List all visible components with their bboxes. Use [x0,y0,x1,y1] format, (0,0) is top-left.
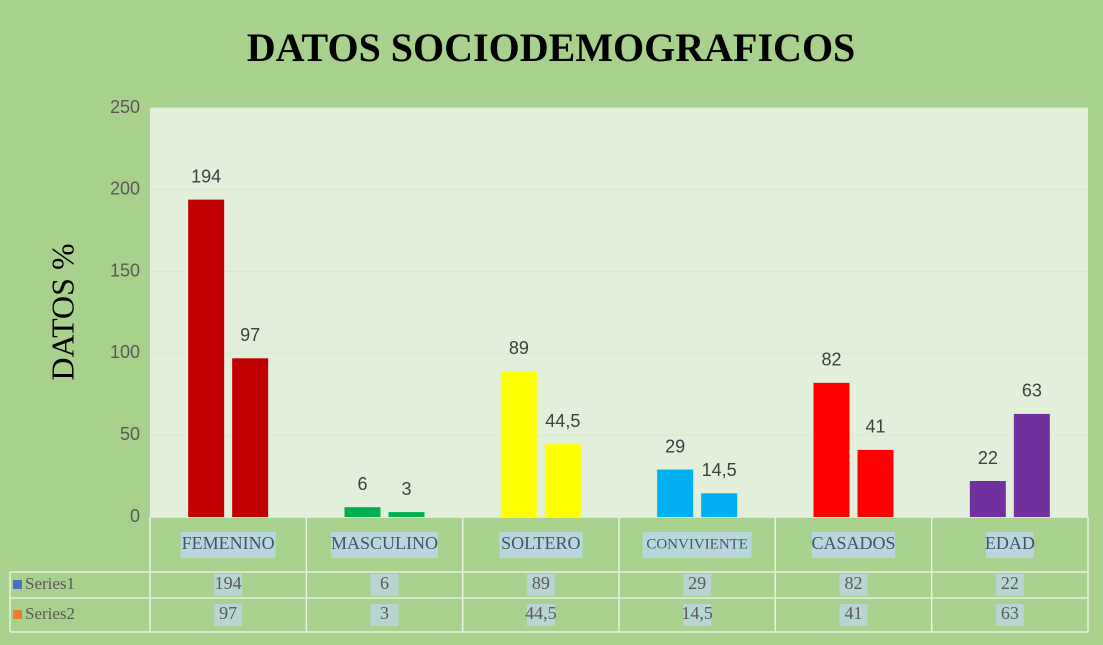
bar [344,507,381,517]
category-highlight [811,532,896,558]
cell-highlight [370,574,399,596]
data-label: 194 [191,166,221,186]
cell-highlight [995,604,1024,626]
bar [969,481,1006,517]
cell-highlight [839,574,868,596]
category-highlight [499,532,583,558]
data-label: 14,5 [702,460,737,480]
legend-swatch [13,610,22,619]
x-tick-label: FEMENINO [182,533,275,553]
cell-highlight [526,604,555,626]
y-tick-label: 150 [110,260,140,280]
chart-title: DATOS SOCIODEMOGRAFICOS [247,25,856,70]
y-axis-title: DATOS % [44,243,80,380]
data-label: 44,5 [545,411,580,431]
x-tick-label: MASCULINO [331,533,438,553]
table-value: 44,5 [525,603,557,623]
x-tick-label: CASADOS [811,533,895,553]
cell-highlight [683,574,712,596]
y-tick-label: 50 [120,424,140,444]
bar [1013,413,1050,517]
bar [388,512,425,517]
table-value: 82 [845,573,863,593]
legend-swatch [13,580,22,589]
data-label: 22 [978,448,998,468]
table-value: 3 [380,603,389,623]
bar [188,199,225,517]
bar [813,382,850,517]
cell-highlight [839,604,868,626]
x-tick-label: EDAD [985,533,1035,553]
cell-highlight [214,574,243,596]
cell-highlight [370,604,399,626]
table-value: 89 [532,573,550,593]
data-label: 97 [240,325,260,345]
bar [232,358,269,517]
table-value: 194 [215,573,242,593]
table-value: 14,5 [681,603,713,623]
plot-area [150,108,1088,517]
data-label: 6 [357,474,367,494]
cell-highlight [214,604,243,626]
table-value: 63 [1001,603,1019,623]
bar [701,493,738,517]
bar [544,444,581,517]
table-value: 22 [1001,573,1019,593]
table-value: 97 [219,603,237,623]
data-label: 82 [821,350,841,370]
legend-label: Series2 [25,604,75,623]
x-tick-label: SOLTERO [501,533,580,553]
x-tick-label: CONVIVIENTE [646,536,748,552]
table-value: 6 [380,573,389,593]
table-value: 41 [845,603,863,623]
cell-highlight [526,574,555,596]
y-tick-label: 100 [110,342,140,362]
data-label: 3 [401,479,411,499]
category-highlight [642,532,752,558]
data-label: 41 [865,417,885,437]
category-highlight [986,532,1034,558]
legend-label: Series1 [25,574,75,593]
cell-highlight [683,604,712,626]
y-tick-label: 200 [110,179,140,199]
data-label: 63 [1022,381,1042,401]
y-tick-label: 250 [110,97,140,117]
table-value: 29 [688,573,706,593]
category-highlight [180,532,276,558]
cell-highlight [995,574,1024,596]
bar [857,449,894,517]
bar [500,371,537,517]
y-tick-label: 0 [130,506,140,526]
data-label: 89 [509,338,529,358]
category-highlight [331,532,438,558]
bar [657,469,694,517]
data-label: 29 [665,436,685,456]
